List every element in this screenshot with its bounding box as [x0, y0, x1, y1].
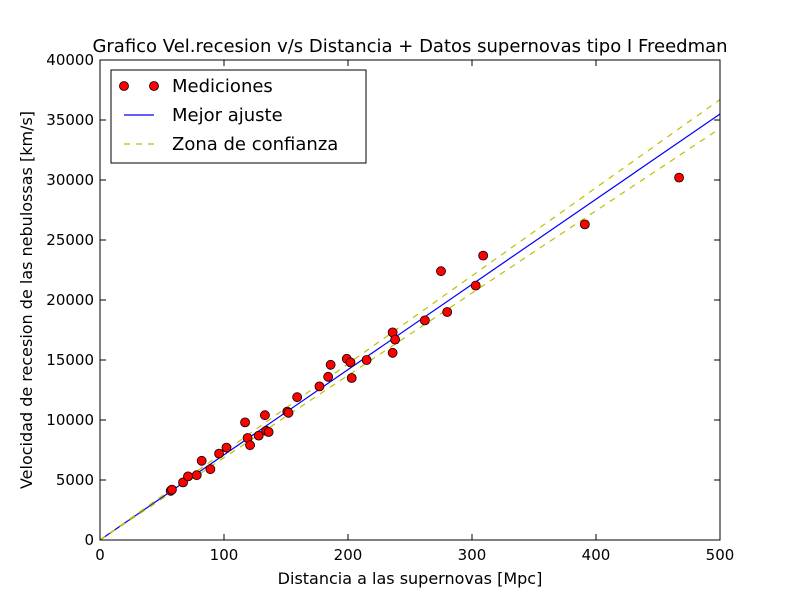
data-point [387, 347, 398, 358]
x-tick-label: 400 [582, 546, 611, 564]
x-tick-label: 200 [334, 546, 363, 564]
chart-title: Grafico Vel.recesion v/s Distancia + Dat… [92, 36, 727, 57]
y-tick-label: 0 [84, 531, 94, 549]
legend-marker-mediciones [119, 81, 129, 91]
data-point [323, 371, 334, 382]
data-point [345, 357, 356, 368]
data-point [253, 430, 264, 441]
legend: Mediciones Mejor ajuste Zona de confianz… [110, 69, 367, 164]
data-point [240, 417, 250, 428]
data-point [167, 484, 177, 495]
fit-line [99, 113, 721, 541]
data-point [245, 440, 255, 451]
data-point [442, 307, 453, 317]
data-point [346, 373, 357, 383]
data-point [191, 470, 202, 481]
y-tick-label: 30000 [46, 171, 94, 189]
y-axis-label: Velocidad de recesion de las nebulossas … [17, 111, 36, 489]
ticks-layer: 0 100 200 300 400 500050001000015000200002500… [46, 51, 734, 564]
legend-label-zona-confianza: Zona de confianza [172, 134, 338, 155]
series-layer [99, 99, 721, 541]
data-point [470, 280, 481, 291]
y-tick-label: 15000 [46, 351, 94, 369]
legend-marker-mediciones [149, 81, 159, 91]
y-tick-label: 40000 [46, 51, 94, 69]
legend-label-mediciones: Mediciones [172, 76, 273, 97]
data-point [419, 315, 430, 326]
data-point [283, 407, 294, 418]
data-point [205, 464, 216, 475]
data-point [214, 448, 224, 459]
data-point [196, 455, 207, 466]
data-point [361, 355, 372, 365]
y-tick-label: 35000 [46, 111, 94, 129]
data-point [221, 442, 232, 453]
y-tick-label: 20000 [46, 291, 94, 309]
x-axis-label: Distancia a las supernovas [Mpc] [278, 569, 543, 588]
data-point [579, 219, 590, 230]
data-point [478, 250, 489, 261]
data-point [263, 427, 274, 437]
data-point [260, 410, 270, 421]
x-tick-label: 300 [458, 546, 487, 564]
legend-label-mejor-ajuste: Mejor ajuste [172, 105, 283, 126]
data-point [436, 266, 446, 277]
data-point [674, 172, 684, 183]
y-tick-label: 5000 [56, 471, 94, 489]
y-tick-label: 10000 [46, 411, 94, 429]
x-tick-label: 100 [210, 546, 239, 564]
x-tick-label: 0 [95, 546, 105, 564]
x-tick-label: 500 [706, 546, 735, 564]
data-point [390, 334, 401, 345]
confidence-line [99, 127, 721, 541]
data-point [183, 471, 193, 482]
data-point [325, 359, 336, 370]
y-tick-label: 25000 [46, 231, 94, 249]
data-point [292, 392, 303, 403]
data-point [314, 381, 325, 392]
